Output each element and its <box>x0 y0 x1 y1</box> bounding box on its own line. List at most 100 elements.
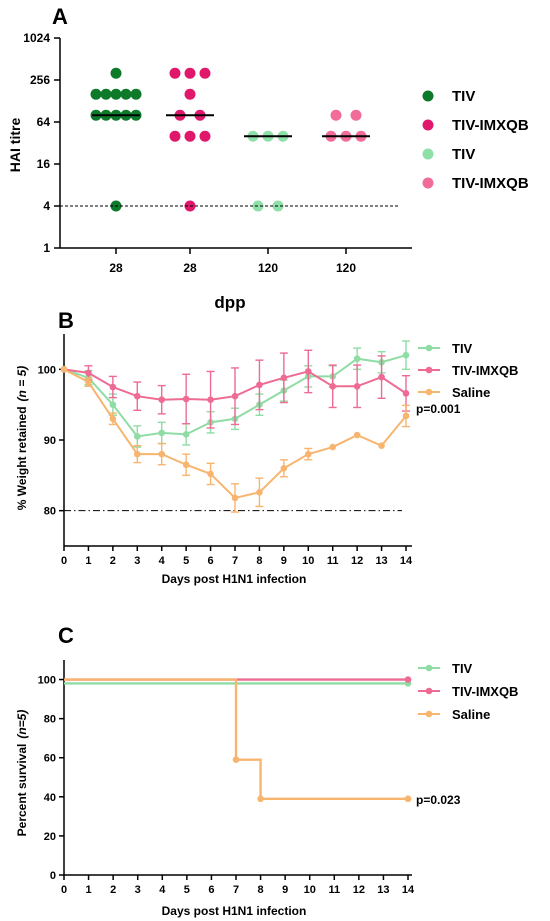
panel-b-legend: TIV TIV-IMXQB Saline <box>418 341 518 400</box>
panel-b-point <box>133 450 141 458</box>
panel-c-legend-marker <box>425 687 433 695</box>
panel-a-point <box>110 67 122 79</box>
panel-a-y-tick-label: 1024 <box>23 31 50 45</box>
panel-b-point <box>133 392 141 400</box>
panel-b-xlabel: Days post H1N1 infection <box>162 572 307 586</box>
panel-c-x-tick-label: 4 <box>159 884 166 896</box>
panel-a-point <box>184 67 196 79</box>
panel-a-point <box>199 130 211 142</box>
panel-a-legend-label: TIV <box>452 88 475 105</box>
panel-b-point <box>207 396 214 404</box>
panel-a-point <box>90 88 102 100</box>
panel-c-ylabel: Percent survival (n=5) <box>15 710 29 837</box>
panel-c-point <box>232 756 240 763</box>
panel-b-legend-label: TIV <box>452 341 473 356</box>
panel-b-point <box>85 378 92 386</box>
panel-b-point <box>280 374 288 382</box>
panel-b-point <box>353 431 361 439</box>
panel-b-point <box>402 351 410 359</box>
panel-c-x-tick-label: 9 <box>282 884 288 896</box>
panel-c-y-tick-label: 20 <box>44 831 56 843</box>
panel-b-ylabel: % Weight retained (n = 5) <box>15 366 29 510</box>
panel-a-legend-marker <box>422 119 434 131</box>
panel-c-series <box>64 680 412 687</box>
panel-c-y-tick-label: 100 <box>38 675 56 687</box>
panel-b-legend-label: Saline <box>452 385 490 400</box>
panel-b-point <box>182 395 190 403</box>
panel-b-point <box>109 401 117 408</box>
panel-c-x-tick-label: 8 <box>258 884 264 896</box>
panel-b-letter: B <box>58 308 74 333</box>
panel-a-legend: TIV TIV-IMXQB TIV TIV-IMXQB <box>422 88 529 192</box>
panel-b-point <box>158 450 166 458</box>
panel-a-x-ticks: 28 28 120 120 <box>109 248 356 275</box>
panel-a-point <box>350 109 362 121</box>
panel-b-x-tick-label: 9 <box>281 555 287 567</box>
panel-c-legend-marker <box>425 710 433 718</box>
panel-a-point <box>110 88 122 100</box>
panel-c-ylabel-n: (n=5) <box>15 710 29 739</box>
panel-a-x-tick-label: 28 <box>183 261 197 275</box>
panel-b-point <box>109 415 117 423</box>
panel-b-point <box>158 429 166 437</box>
panel-b-ylabel-n: (n = 5) <box>15 366 29 402</box>
panel-a-y-tick-label: 4 <box>43 199 50 213</box>
panel-c-legend-label: TIV <box>452 661 473 676</box>
panel-b-point <box>256 488 263 496</box>
panel-b-x-tick-label: 6 <box>208 555 214 567</box>
panel-c-x-tick-label: 13 <box>377 884 389 896</box>
panel-a-ylabel: HAI titre <box>7 118 23 173</box>
panel-b-x-tick-label: 4 <box>159 555 166 567</box>
panel-c-x-tick-label: 7 <box>233 884 239 896</box>
panel-c-y-tick-label: 80 <box>44 714 56 726</box>
panel-c-series <box>64 678 412 803</box>
panel-b-point <box>353 382 361 390</box>
panel-b-x-tick-label: 2 <box>110 555 116 567</box>
panel-c-ylabel-main: Percent survival <box>15 744 29 837</box>
panel-c-x-tick-label: 2 <box>110 884 116 896</box>
panel-b-point <box>60 366 68 373</box>
panel-c-x-tick-label: 0 <box>61 884 67 896</box>
panel-a-y-tick-label: 16 <box>37 157 51 171</box>
panel-b-pvalue: p=0.001 <box>416 402 461 416</box>
panel-c-end-marker <box>404 676 412 683</box>
panel-a-legend-label: TIV-IMXQB <box>452 117 529 134</box>
panel-c-series-line <box>64 678 408 800</box>
panel-a-point <box>184 130 196 142</box>
panel-b-series <box>60 340 410 448</box>
panel-c-legend-marker <box>425 664 433 672</box>
panel-b-point <box>158 396 166 404</box>
panel-b-y-tick-label: 80 <box>44 506 56 518</box>
panel-b-point <box>353 355 361 363</box>
panel-c-pvalue: p=0.023 <box>416 793 461 807</box>
panel-a-xlabel: dpp <box>214 293 245 312</box>
panel-a-legend-marker <box>422 90 434 102</box>
panel-b-x-tick-label: 5 <box>183 555 189 567</box>
panel-b-series <box>60 366 410 513</box>
panel-c-legend: TIV TIV-IMXQB Saline <box>418 661 518 722</box>
panel-b-legend-marker <box>425 344 433 352</box>
panel-b-x-tick-label: 13 <box>375 555 387 567</box>
panel-b-point <box>304 450 312 458</box>
panel-b-point <box>304 368 312 375</box>
panel-a-legend-label: TIV-IMXQB <box>452 175 529 192</box>
panel-b-x-tick-label: 1 <box>85 555 91 567</box>
panel-c-legend-label: Saline <box>452 707 490 722</box>
panel-b-point <box>378 442 385 449</box>
panel-b-point <box>378 373 385 381</box>
panel-b-y-tick-label: 100 <box>38 364 56 376</box>
panel-b-y-tick-label: 90 <box>44 435 56 447</box>
panel-c-y-tick-label: 40 <box>44 792 56 804</box>
panel-b-point <box>109 383 117 391</box>
panel-b-x-tick-label: 11 <box>327 555 339 567</box>
panel-b-x-tick-label: 12 <box>351 555 363 567</box>
panel-a-y-ticks: 1 4 16 64 256 1024 <box>23 31 60 255</box>
panel-c-point <box>404 795 412 803</box>
panel-b-point <box>402 412 410 420</box>
panel-a-legend-marker <box>422 148 434 160</box>
panel-b-point <box>329 443 337 451</box>
panel-b-point <box>231 494 239 502</box>
panel-c-x-tick-label: 11 <box>328 884 340 896</box>
panel-a-point <box>130 88 142 100</box>
